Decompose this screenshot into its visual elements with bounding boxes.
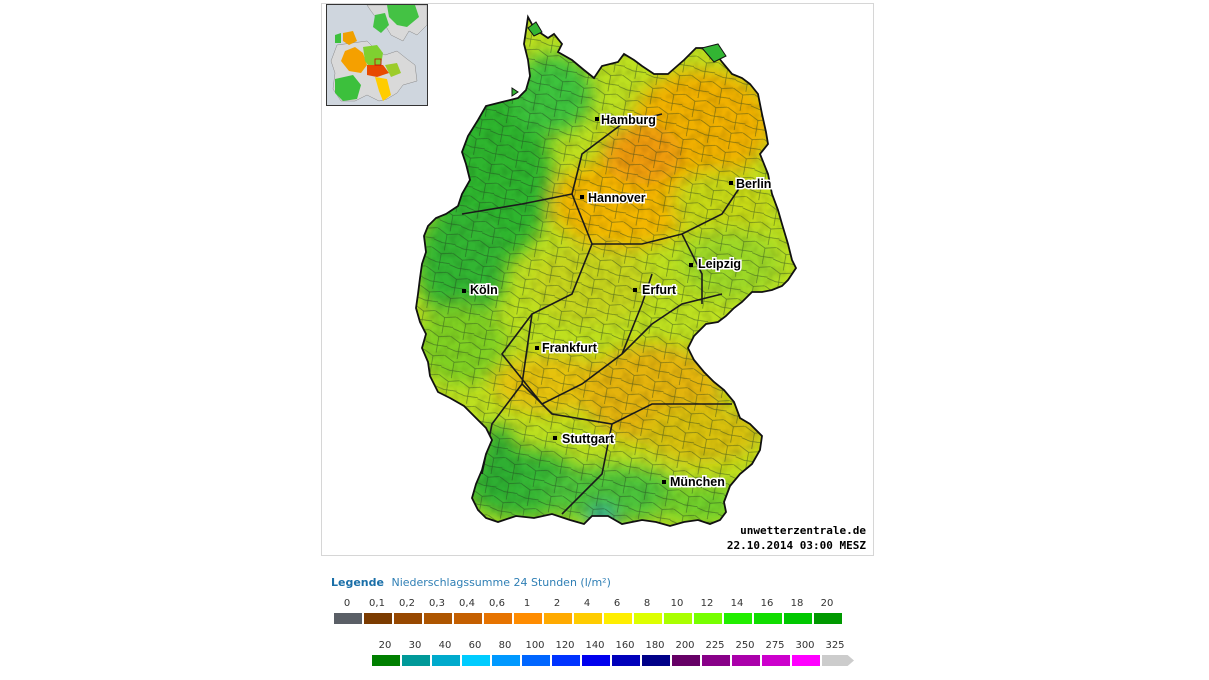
row1-label: 0,3: [429, 598, 445, 609]
city-frankfurt[interactable]: Frankfurt: [535, 340, 599, 357]
city-markers: Hamburg Berlin Hannover Leipzig Köln Erf…: [462, 112, 773, 491]
row1-label: 4: [583, 598, 591, 609]
city-hamburg[interactable]: Hamburg: [595, 112, 657, 129]
row2-label: 275: [765, 640, 785, 651]
row1-label: 12: [700, 598, 714, 609]
row2-color-swatch: [522, 655, 550, 666]
row2-label: 140: [585, 640, 605, 651]
row2-color-swatch: [462, 655, 490, 666]
row2-label: 225: [705, 640, 725, 651]
svg-text:Erfurt: Erfurt: [642, 283, 677, 297]
row1-label: 0,2: [399, 598, 415, 609]
row1-color-swatch: [724, 613, 752, 624]
row1-label: 0,1: [369, 598, 385, 609]
row2-label: 100: [525, 640, 545, 651]
row2-color-swatch: [702, 655, 730, 666]
svg-text:Berlin: Berlin: [736, 177, 771, 191]
row2-label: 180: [645, 640, 665, 651]
row2-label: 300: [795, 640, 815, 651]
row2-color-swatch: [372, 655, 400, 666]
row1-label: 0: [343, 598, 351, 609]
row1-label: 14: [730, 598, 744, 609]
row1-label: 2: [553, 598, 561, 609]
city-leipzig[interactable]: Leipzig: [689, 256, 743, 273]
row1-label: 8: [643, 598, 651, 609]
city-koeln[interactable]: Köln: [462, 282, 499, 299]
rain-field: [416, 17, 796, 526]
row1-color-swatch: [424, 613, 452, 624]
row2-color-swatch: [672, 655, 700, 666]
city-berlin[interactable]: Berlin: [729, 176, 773, 193]
row2-color-swatch: [642, 655, 670, 666]
city-muenchen[interactable]: München: [662, 474, 726, 491]
svg-text:Frankfurt: Frankfurt: [542, 341, 598, 355]
row2-color-swatch: [552, 655, 580, 666]
city-hannover[interactable]: Hannover: [580, 190, 647, 207]
row1-color-swatch: [664, 613, 692, 624]
row1-label: 10: [670, 598, 684, 609]
row1-label: 6: [613, 598, 621, 609]
row1-label: 18: [790, 598, 804, 609]
row1-color-swatch: [634, 613, 662, 624]
legend-title: Legende: [331, 576, 384, 589]
row2-label: 325: [825, 640, 845, 651]
legend-subtitle: Niederschlagssumme 24 Stunden (l/m²): [391, 576, 611, 589]
row2-color-swatch: [612, 655, 640, 666]
row2-label: 40: [438, 640, 452, 651]
row1-label: 20: [820, 598, 834, 609]
row2-label: 250: [735, 640, 755, 651]
svg-text:Köln: Köln: [470, 283, 498, 297]
row1-color-swatch: [604, 613, 632, 624]
row2-label: 60: [468, 640, 482, 651]
row1-color-swatch: [394, 613, 422, 624]
europe-overview-map[interactable]: [326, 4, 428, 106]
row1-label: 0,4: [459, 598, 475, 609]
row2-color-swatch: [432, 655, 460, 666]
islands: [511, 21, 727, 97]
row2-color-swatch: [492, 655, 520, 666]
svg-text:München: München: [670, 475, 725, 489]
row2-color-swatch: [822, 655, 854, 666]
city-stuttgart[interactable]: Stuttgart: [553, 431, 616, 448]
germany-rain-map: Hamburg Berlin Hannover Leipzig Köln Erf…: [415, 16, 797, 527]
row1-color-swatch: [544, 613, 572, 624]
row1-label: 1: [523, 598, 531, 609]
row1-color-swatch: [694, 613, 722, 624]
row1-color-swatch: [784, 613, 812, 624]
map-timestamp: 22.10.2014 03:00 MESZ: [726, 539, 866, 552]
row1-label: 16: [760, 598, 774, 609]
row1-color-swatch: [514, 613, 542, 624]
row1-color-swatch: [454, 613, 482, 624]
city-erfurt[interactable]: Erfurt: [633, 282, 678, 299]
row2-label: 80: [498, 640, 512, 651]
svg-text:Hannover: Hannover: [588, 191, 646, 205]
row2-color-swatch: [792, 655, 820, 666]
row1-color-swatch: [754, 613, 782, 624]
row2-color-swatch: [732, 655, 760, 666]
precipitation-map: Hamburg Berlin Hannover Leipzig Köln Erf…: [321, 3, 874, 556]
row1-color-swatch: [334, 613, 362, 624]
svg-text:Leipzig: Leipzig: [698, 257, 741, 271]
row2-color-swatch: [582, 655, 610, 666]
watermark-site: unwetterzentrale.de: [740, 524, 866, 537]
row1-color-swatch: [484, 613, 512, 624]
row1-label: 0,6: [489, 598, 505, 609]
row2-label: 160: [615, 640, 635, 651]
svg-text:Hamburg: Hamburg: [601, 113, 656, 127]
row2-color-swatch: [402, 655, 430, 666]
svg-text:Stuttgart: Stuttgart: [562, 432, 615, 446]
row1-color-swatch: [364, 613, 392, 624]
row2-label: 200: [675, 640, 695, 651]
row2-label: 20: [378, 640, 392, 651]
row2-label: 120: [555, 640, 575, 651]
row2-label: 30: [408, 640, 422, 651]
row1-color-swatch: [814, 613, 842, 624]
legend-header: Legende Niederschlagssumme 24 Stunden (l…: [331, 576, 611, 589]
row1-color-swatch: [574, 613, 602, 624]
row2-color-swatch: [762, 655, 790, 666]
